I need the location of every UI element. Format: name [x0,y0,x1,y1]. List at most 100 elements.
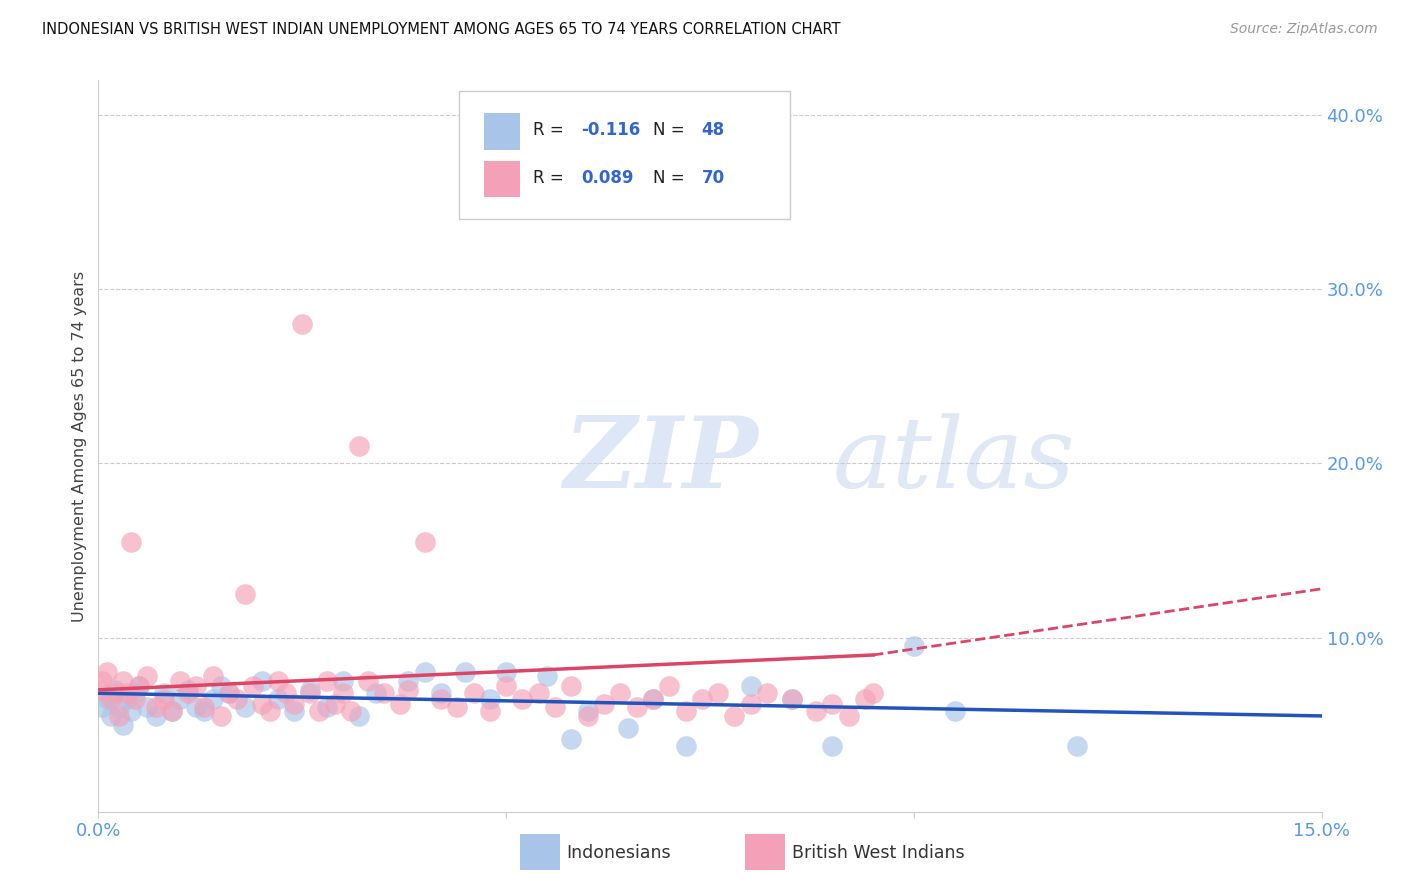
Point [609,686,631,700]
Point [124,691,146,706]
Point [332,686,354,700]
Point [658,679,681,693]
Point [641,691,664,706]
Point [267,691,290,706]
Point [115,691,138,706]
Point [495,679,517,693]
Point [838,709,860,723]
Point [201,669,224,683]
Point [495,665,517,680]
Text: INDONESIAN VS BRITISH WEST INDIAN UNEMPLOYMENT AMONG AGES 65 TO 74 YEARS CORRELA: INDONESIAN VS BRITISH WEST INDIAN UNEMPL… [42,22,841,37]
Point [250,697,273,711]
Point [115,686,138,700]
Point [145,700,167,714]
Point [250,674,273,689]
Point [104,686,127,700]
Point [903,640,925,654]
Point [299,686,322,700]
Point [124,686,146,700]
Point [160,704,183,718]
Point [332,674,354,689]
Point [193,704,215,718]
Text: R =: R = [533,169,568,186]
Point [707,686,730,700]
Point [454,665,477,680]
FancyBboxPatch shape [484,113,520,150]
Point [413,534,436,549]
Point [780,691,803,706]
Point [740,679,762,693]
Point [478,691,501,706]
Text: 48: 48 [702,121,724,139]
Point [291,317,314,331]
Point [315,700,337,714]
Point [91,700,114,714]
Point [177,686,200,700]
Text: atlas: atlas [832,413,1076,508]
Point [108,700,131,714]
Point [136,700,159,714]
Point [186,679,208,693]
Point [430,691,453,706]
Point [136,669,159,683]
Point [267,674,290,689]
Point [145,709,167,723]
Point [675,704,697,718]
Point [463,686,485,700]
Point [349,709,371,723]
Text: N =: N = [652,169,689,186]
Point [576,704,599,718]
Point [242,679,264,693]
Point [323,697,346,711]
Point [177,682,200,697]
Text: British West Indians: British West Indians [792,844,965,862]
Point [430,686,453,700]
Point [128,679,150,693]
Point [560,731,582,746]
Text: N =: N = [652,121,689,139]
Point [740,697,762,711]
Point [723,709,745,723]
Point [226,691,249,706]
Point [396,674,419,689]
Y-axis label: Unemployment Among Ages 65 to 74 years: Unemployment Among Ages 65 to 74 years [72,270,87,622]
Point [478,704,501,718]
Point [340,704,363,718]
Text: ZIP: ZIP [564,412,758,508]
Point [349,439,371,453]
Point [299,682,322,697]
Point [308,704,330,718]
Point [96,665,118,680]
Point [218,686,240,700]
Point [780,691,803,706]
Text: -0.116: -0.116 [582,121,641,139]
Point [943,704,966,718]
Point [389,697,412,711]
Point [91,674,114,689]
Point [209,679,232,693]
Point [169,691,191,706]
Point [120,534,142,549]
Point [593,697,616,711]
Point [756,686,779,700]
Point [100,691,122,706]
Text: Indonesians: Indonesians [567,844,671,862]
Text: R =: R = [533,121,568,139]
Point [193,700,215,714]
Point [233,700,256,714]
Point [233,587,256,601]
Point [617,721,640,735]
Point [120,704,142,718]
Point [169,674,191,689]
Point [160,704,183,718]
Point [283,704,305,718]
Point [96,691,118,706]
Point [396,682,419,697]
Point [100,709,122,723]
Point [373,686,395,700]
Point [364,686,387,700]
Point [512,691,534,706]
Point [108,709,131,723]
Text: 70: 70 [702,169,724,186]
Point [152,691,174,706]
